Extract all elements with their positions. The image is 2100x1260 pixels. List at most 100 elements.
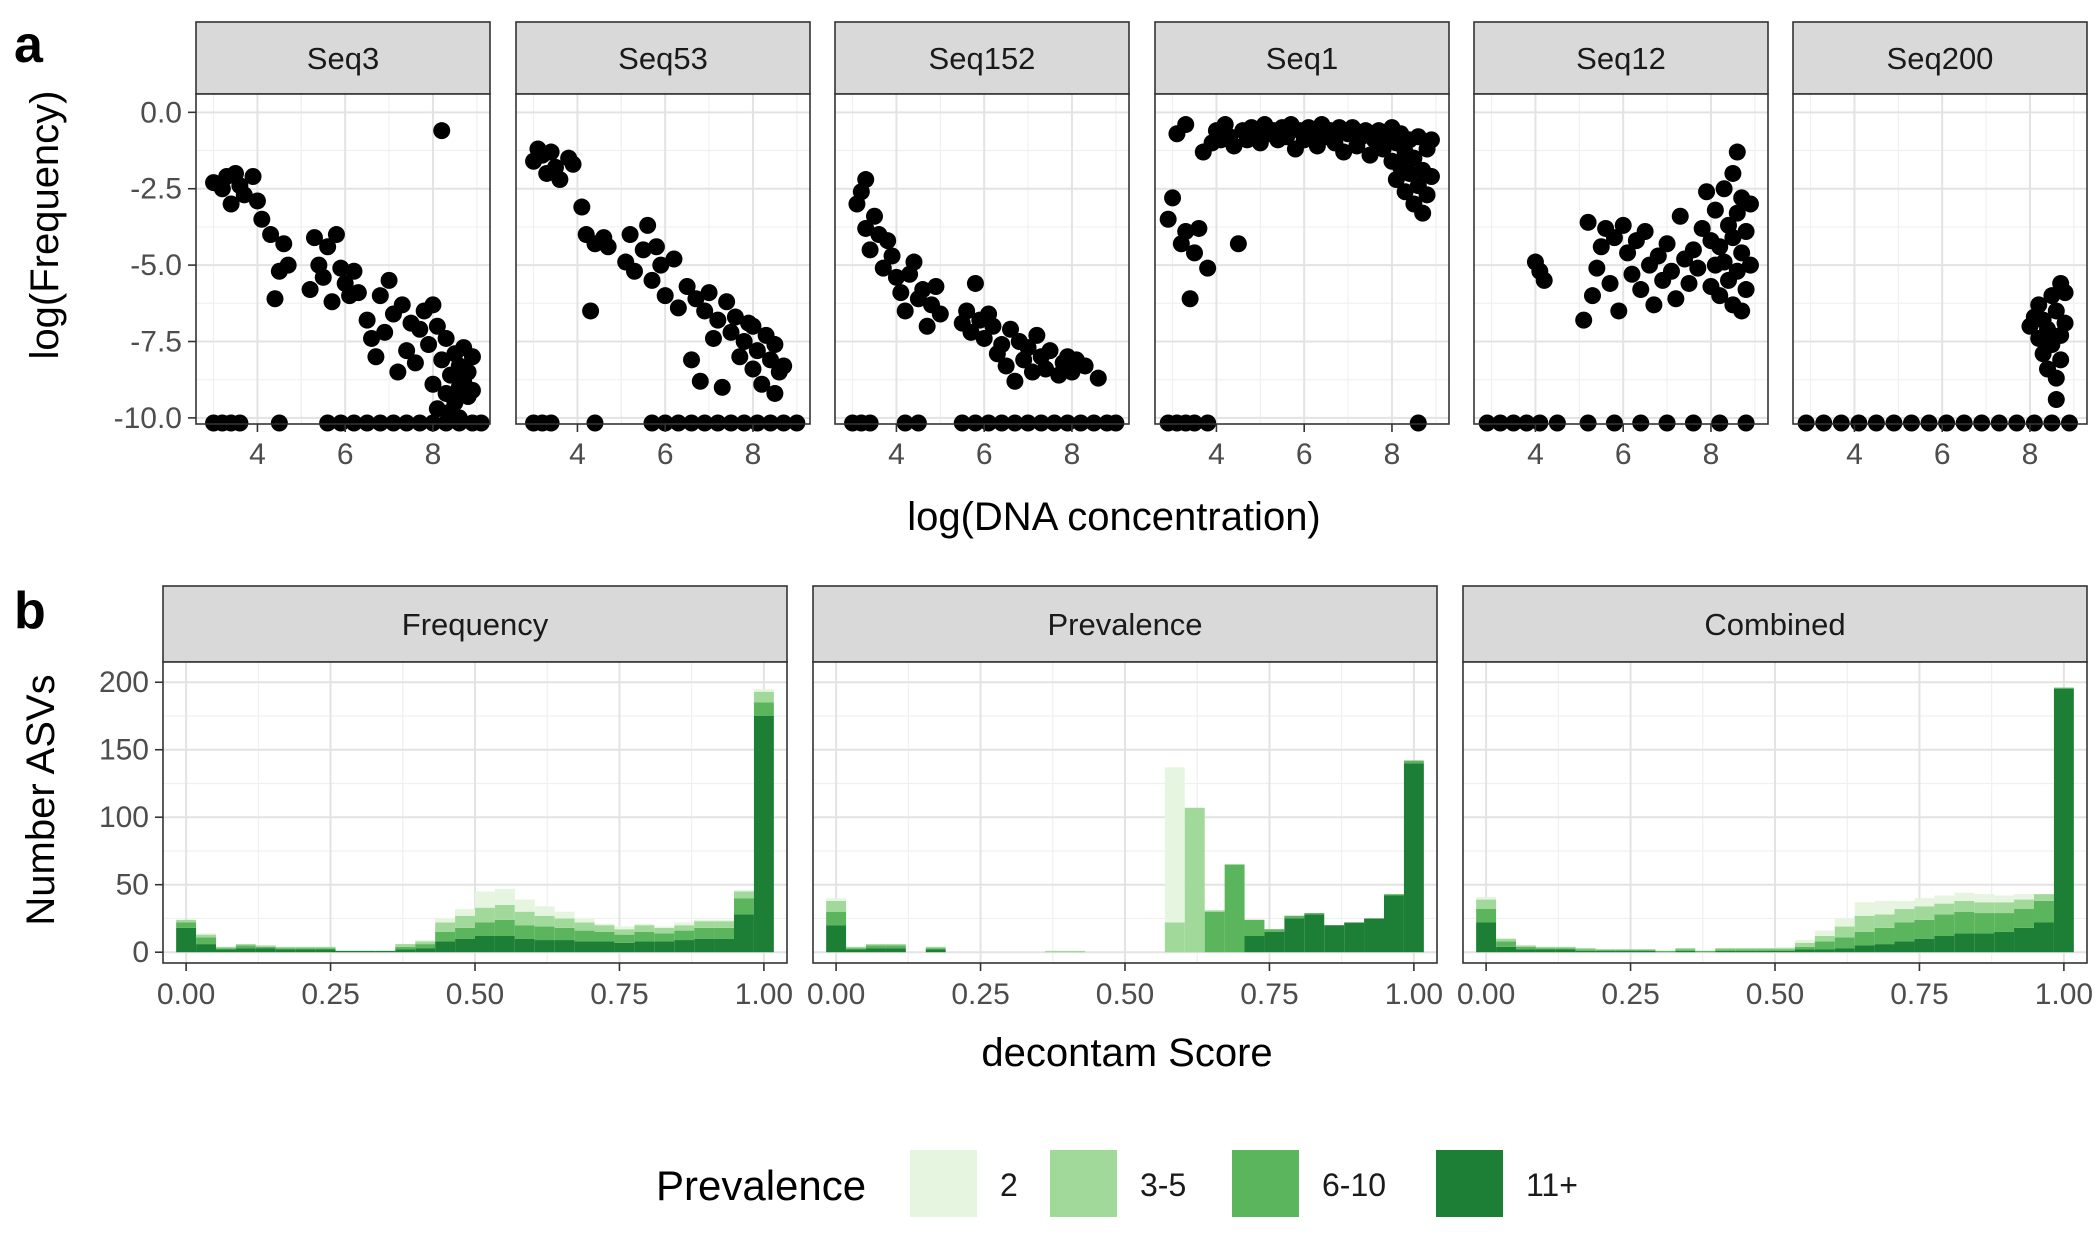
scatter-point xyxy=(349,284,367,302)
scatter-point xyxy=(2025,414,2043,432)
scatter-point xyxy=(857,219,875,237)
histogram-bar-2 xyxy=(1914,898,1935,907)
histogram-bar-6-10 xyxy=(753,702,774,716)
scatter-point xyxy=(788,414,806,432)
scatter-point xyxy=(1592,238,1610,256)
scatter-point xyxy=(1715,253,1733,271)
scatter-point xyxy=(1832,414,1850,432)
histogram-bar-11+ xyxy=(1894,941,1915,953)
histogram-bar-11+ xyxy=(355,950,376,953)
x-tick-label: 0.50 xyxy=(446,978,504,1011)
histogram-bar-6-10 xyxy=(1403,760,1424,764)
histogram-bar-11+ xyxy=(1244,936,1265,953)
histogram-bar-11+ xyxy=(1284,918,1305,953)
histogram-bar-6-10 xyxy=(1874,927,1895,945)
histogram-bar-3-5 xyxy=(1045,950,1066,953)
histogram-bar-11+ xyxy=(275,949,296,953)
histogram-bar-3-5 xyxy=(514,911,535,926)
histogram-bar-11+ xyxy=(455,938,476,953)
scatter-point xyxy=(1724,229,1742,247)
scatter-point xyxy=(735,333,753,350)
histogram-bar-6-10 xyxy=(1595,949,1616,951)
scatter-point xyxy=(472,414,490,432)
scatter-point xyxy=(993,414,1011,432)
scatter-point xyxy=(896,302,914,320)
histogram-bar-11+ xyxy=(1814,949,1835,953)
scatter-point xyxy=(1588,259,1606,277)
scatter-point xyxy=(1335,143,1353,161)
histogram-bar-3-5 xyxy=(1755,948,1776,950)
scatter-point xyxy=(975,329,993,347)
histogram-bar-11+ xyxy=(554,940,575,953)
histogram-bar-2 xyxy=(1934,895,1955,904)
scatter-point xyxy=(1531,414,1549,432)
scatter-point xyxy=(874,259,892,277)
histogram-bar-3-5 xyxy=(1834,926,1855,938)
scatter-point xyxy=(2056,314,2074,332)
scatter-point xyxy=(634,241,652,259)
histogram-bar-3-5 xyxy=(574,922,595,931)
scatter-point xyxy=(883,247,901,265)
scatter-point xyxy=(1028,326,1046,344)
histogram-bar-6-10 xyxy=(1675,949,1696,951)
histogram-bar-2 xyxy=(554,911,575,919)
scatter-point xyxy=(735,414,753,432)
scatter-point xyxy=(463,381,481,399)
histogram-bar-6-10 xyxy=(1735,949,1756,951)
scatter-point xyxy=(270,414,288,432)
histogram-bar-2 xyxy=(574,918,595,923)
histogram-bar-3-5 xyxy=(1516,945,1536,947)
histogram-bar-3-5 xyxy=(2033,894,2054,901)
scatter-point xyxy=(1610,302,1628,320)
facet-strip-label: Seq53 xyxy=(618,41,708,76)
scatter-point xyxy=(704,329,722,347)
histogram-bar-6-10 xyxy=(176,922,197,928)
x-tick-label: 4 xyxy=(1208,438,1225,471)
histogram-bar-6-10 xyxy=(1535,948,1556,950)
scatter-point xyxy=(2008,414,2026,432)
facet-strip-label: Seq12 xyxy=(1576,41,1666,76)
x-tick-label: 4 xyxy=(249,438,266,471)
scatter-point xyxy=(411,320,429,338)
histogram-bar-3-5 xyxy=(866,944,886,946)
scatter-point xyxy=(887,268,905,286)
x-tick-label: 0.50 xyxy=(1746,978,1804,1011)
histogram-bar-2 xyxy=(1814,930,1835,937)
scatter-point xyxy=(1422,131,1440,149)
x-tick-label: 8 xyxy=(425,438,442,471)
histogram-bar-3-5 xyxy=(694,921,715,928)
histogram-bar-11+ xyxy=(1755,950,1776,953)
histogram-bar-6-10 xyxy=(1934,914,1955,937)
histogram-bar-6-10 xyxy=(1284,915,1305,919)
histogram-bar-2 xyxy=(753,688,774,692)
histogram-bar-11+ xyxy=(1854,945,1875,953)
histogram-bar-3-5 xyxy=(176,919,197,923)
scatter-point xyxy=(665,250,683,268)
scatter-point xyxy=(1902,414,1920,432)
scatter-point xyxy=(696,302,714,320)
scatter-point xyxy=(1955,414,1973,432)
histogram-bar-3-5 xyxy=(1496,938,1517,942)
scatter-point xyxy=(1614,216,1632,234)
histogram-bar-6-10 xyxy=(614,934,635,943)
facet-strip xyxy=(1473,21,1769,95)
scatter-point xyxy=(892,284,910,302)
scatter-point xyxy=(678,278,696,295)
scatter-point xyxy=(1636,223,1654,240)
scatter-facet-seq12: Seq12 4 6 8 xyxy=(1473,21,1769,471)
scatter-point xyxy=(621,226,639,244)
scatter-point xyxy=(1724,164,1742,182)
facet-strip xyxy=(195,21,491,95)
scatter-point xyxy=(1159,210,1177,228)
histogram-bar-3-5 xyxy=(315,946,336,949)
histogram-bar-6-10 xyxy=(654,933,675,942)
legend-key xyxy=(1436,1150,1503,1217)
histogram-bar-2 xyxy=(415,940,436,942)
histogram-bar-3-5 xyxy=(614,929,635,935)
scatter-point xyxy=(301,281,319,299)
legend-item-6-10: 6-10 xyxy=(1232,1150,1386,1217)
histogram-bar-3-5 xyxy=(1774,948,1795,950)
scatter-point xyxy=(1737,414,1755,432)
x-tick-label: 0.50 xyxy=(1096,978,1154,1011)
histogram-bar-6-10 xyxy=(514,925,535,939)
